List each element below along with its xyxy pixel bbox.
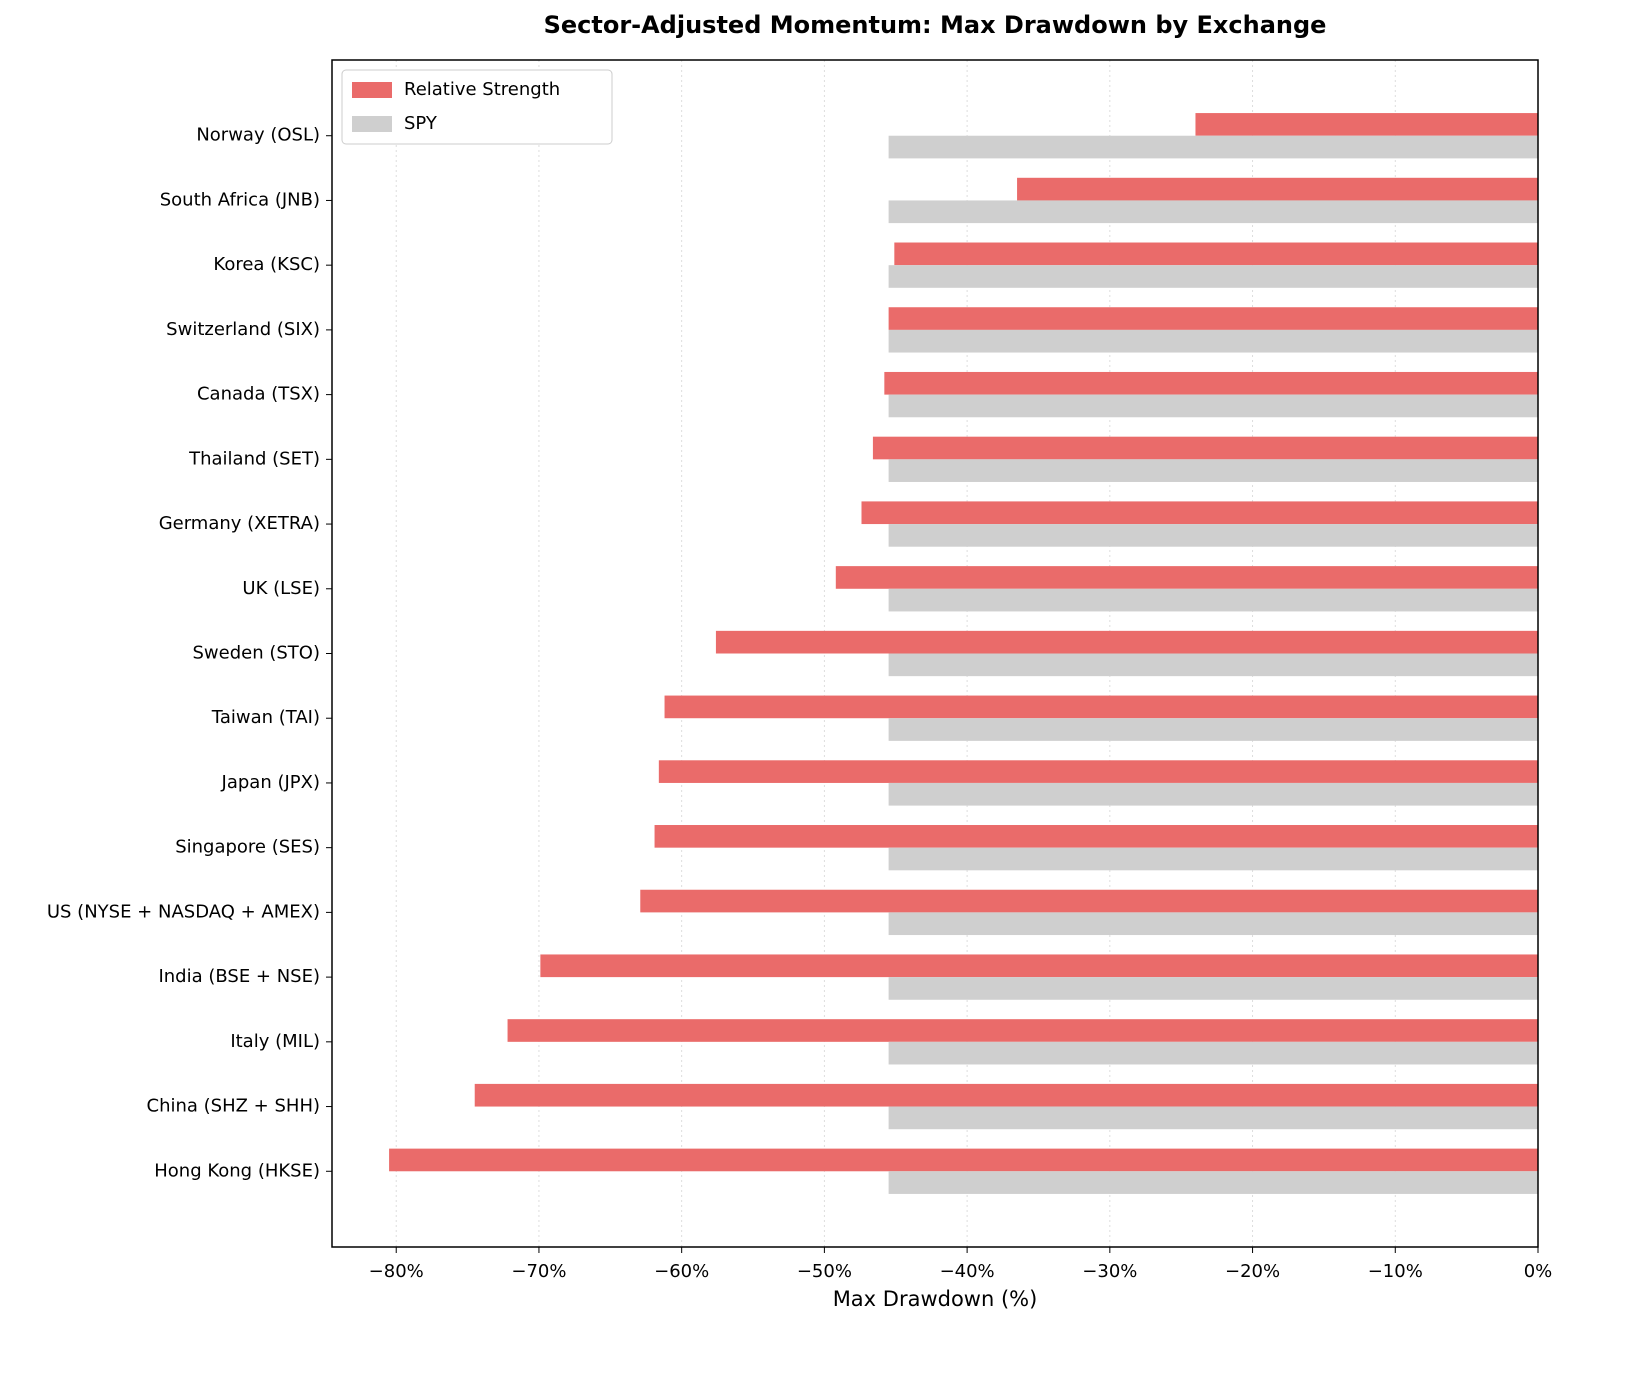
y-tick-label: Switzerland (SIX) [166,319,320,340]
x-tick-label: 0% [1524,1261,1553,1282]
bar [715,630,1538,654]
bar [888,718,1538,741]
y-tick-label: Korea (KSC) [213,254,320,275]
bar [658,760,1538,783]
y-tick-label: Thailand (SET) [188,448,320,469]
y-tick-label: Italy (MIL) [230,1031,320,1052]
bar [1195,113,1538,136]
bar [1017,177,1538,201]
bar [888,1041,1538,1065]
y-tick-label: Sweden (STO) [193,643,321,664]
bar [861,501,1538,525]
y-tick-label: Germany (XETRA) [159,513,320,534]
bar [888,200,1538,224]
bar [474,1083,1538,1107]
legend-swatch [352,116,392,132]
x-tick-label: −30% [1082,1261,1137,1282]
bar [884,371,1538,395]
bar [664,695,1538,719]
bar [888,588,1538,612]
bar [888,265,1538,288]
bar [894,242,1538,266]
bar [888,329,1538,353]
plot-frame [331,59,1539,1248]
y-tick-label: Canada (TSX) [197,384,320,405]
bar [888,524,1538,547]
bar [888,912,1538,936]
x-tick-label: −50% [797,1261,852,1282]
y-tick-label: India (BSE + NSE) [158,966,320,987]
bar [888,135,1538,159]
y-tick-label: UK (LSE) [242,578,320,599]
bar [888,1171,1538,1194]
bar [888,782,1538,806]
x-tick-label: −40% [940,1261,995,1282]
bar [640,889,1538,913]
bar [540,954,1538,978]
chart-title: Sector-Adjusted Momentum: Max Drawdown b… [544,11,1327,39]
bar [888,459,1538,482]
legend-swatch [352,82,392,98]
bar [507,1019,1538,1042]
y-tick-label: China (SHZ + SHH) [147,1096,321,1117]
bar [654,825,1538,848]
bar [888,847,1538,871]
bar [389,1148,1538,1172]
bar [888,977,1538,1000]
legend-box [341,69,613,145]
y-tick-label: US (NYSE + NASDAQ + AMEX) [47,901,320,922]
bar [888,307,1538,330]
y-tick-label: Taiwan (TAI) [211,707,320,728]
bar [835,566,1538,589]
x-tick-label: −60% [654,1261,709,1282]
bar [888,653,1538,677]
bar [872,436,1538,460]
y-tick-label: Hong Kong (HKSE) [154,1160,320,1181]
y-tick-label: South Africa (JNB) [160,189,320,210]
x-axis-label: Max Drawdown (%) [833,1287,1038,1311]
y-tick-label: Japan (JPX) [221,772,320,793]
x-tick-label: −80% [369,1261,424,1282]
legend-label: SPY [404,113,438,134]
y-tick-label: Norway (OSL) [196,125,320,146]
x-tick-label: −10% [1368,1261,1423,1282]
x-tick-label: −70% [511,1261,566,1282]
x-tick-label: −20% [1225,1261,1280,1282]
bar [888,1106,1538,1130]
bar [888,394,1538,418]
legend-label: Relative Strength [404,79,560,100]
y-tick-label: Singapore (SES) [175,837,320,858]
